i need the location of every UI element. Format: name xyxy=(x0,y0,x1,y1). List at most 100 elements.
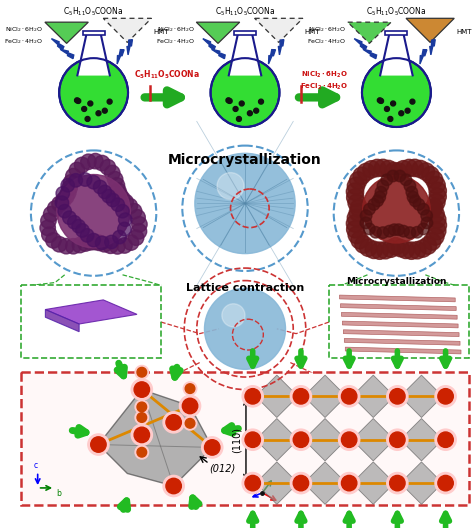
Circle shape xyxy=(95,236,109,250)
Text: (110): (110) xyxy=(232,427,242,452)
Circle shape xyxy=(429,182,447,200)
Circle shape xyxy=(137,367,146,377)
Circle shape xyxy=(423,233,441,250)
Bar xyxy=(82,31,105,35)
Circle shape xyxy=(56,186,70,200)
Circle shape xyxy=(349,204,366,221)
Circle shape xyxy=(118,194,133,210)
Circle shape xyxy=(364,223,375,234)
Circle shape xyxy=(135,411,148,425)
Circle shape xyxy=(204,440,220,455)
Circle shape xyxy=(418,223,429,234)
Circle shape xyxy=(76,224,89,237)
Circle shape xyxy=(102,108,107,113)
Circle shape xyxy=(105,235,118,249)
Circle shape xyxy=(131,425,153,446)
Text: (012): (012) xyxy=(210,464,236,474)
Circle shape xyxy=(388,117,393,121)
Circle shape xyxy=(409,241,426,259)
Circle shape xyxy=(88,434,109,455)
Polygon shape xyxy=(269,50,275,64)
Circle shape xyxy=(137,402,146,412)
Circle shape xyxy=(113,230,126,244)
Circle shape xyxy=(237,117,241,121)
Polygon shape xyxy=(99,390,212,486)
Circle shape xyxy=(405,108,410,113)
Circle shape xyxy=(182,398,198,413)
Circle shape xyxy=(59,239,74,254)
Circle shape xyxy=(55,193,71,208)
Circle shape xyxy=(74,98,80,103)
Circle shape xyxy=(390,432,405,447)
Text: $\mathregular{NiCl_2 \cdot 6H_2O}$: $\mathregular{NiCl_2 \cdot 6H_2O}$ xyxy=(157,25,195,34)
Circle shape xyxy=(78,236,93,251)
Circle shape xyxy=(291,386,311,407)
Polygon shape xyxy=(348,22,391,43)
Circle shape xyxy=(98,185,111,199)
Circle shape xyxy=(185,384,195,393)
Circle shape xyxy=(346,221,364,238)
Circle shape xyxy=(360,239,377,257)
Circle shape xyxy=(201,437,223,458)
Circle shape xyxy=(59,189,74,204)
Circle shape xyxy=(245,475,260,491)
Circle shape xyxy=(360,210,372,221)
Polygon shape xyxy=(343,330,459,336)
Circle shape xyxy=(428,211,446,228)
Circle shape xyxy=(429,188,447,205)
Polygon shape xyxy=(362,89,431,92)
Circle shape xyxy=(132,216,147,232)
Polygon shape xyxy=(210,89,280,92)
Circle shape xyxy=(363,175,430,243)
Text: Lattice contraction: Lattice contraction xyxy=(186,284,304,294)
Circle shape xyxy=(204,288,285,369)
Circle shape xyxy=(355,236,372,253)
Circle shape xyxy=(370,227,382,238)
Circle shape xyxy=(353,167,370,184)
Circle shape xyxy=(374,191,385,203)
Circle shape xyxy=(242,473,264,494)
Polygon shape xyxy=(203,39,215,50)
Text: $\mathregular{C_5H_{11}O_5COONa}$: $\mathregular{C_5H_{11}O_5COONa}$ xyxy=(366,6,427,18)
Circle shape xyxy=(87,175,100,189)
Circle shape xyxy=(381,174,392,185)
Circle shape xyxy=(390,475,405,491)
Circle shape xyxy=(131,379,153,400)
Circle shape xyxy=(123,235,139,250)
Circle shape xyxy=(116,204,129,218)
Polygon shape xyxy=(420,50,427,64)
Circle shape xyxy=(242,386,264,407)
Circle shape xyxy=(58,204,72,218)
Circle shape xyxy=(411,227,423,238)
Circle shape xyxy=(61,178,74,192)
Circle shape xyxy=(346,189,364,206)
Polygon shape xyxy=(345,347,461,354)
Circle shape xyxy=(88,101,93,106)
Circle shape xyxy=(76,99,81,103)
Circle shape xyxy=(135,365,148,379)
Circle shape xyxy=(106,193,119,207)
Circle shape xyxy=(387,386,408,407)
Circle shape xyxy=(428,176,445,194)
Text: $\mathregular{NiCl_2 \cdot 6H_2O}$: $\mathregular{NiCl_2 \cdot 6H_2O}$ xyxy=(308,25,346,34)
Circle shape xyxy=(377,227,389,239)
Circle shape xyxy=(81,154,96,169)
Polygon shape xyxy=(352,462,394,504)
Circle shape xyxy=(348,194,365,212)
Polygon shape xyxy=(45,22,88,43)
Circle shape xyxy=(403,242,420,259)
Circle shape xyxy=(438,432,453,447)
Polygon shape xyxy=(352,419,394,461)
Polygon shape xyxy=(229,35,261,76)
Circle shape xyxy=(185,419,195,428)
Circle shape xyxy=(137,413,146,422)
Circle shape xyxy=(377,180,389,192)
Text: $\mathregular{FeCl_2 \cdot 4H_2O}$: $\mathregular{FeCl_2 \cdot 4H_2O}$ xyxy=(155,37,195,46)
Circle shape xyxy=(227,99,232,103)
Circle shape xyxy=(414,240,431,257)
Circle shape xyxy=(387,238,404,255)
Circle shape xyxy=(105,165,120,181)
Text: HMT: HMT xyxy=(305,29,320,35)
Circle shape xyxy=(417,163,435,180)
Polygon shape xyxy=(103,18,152,42)
